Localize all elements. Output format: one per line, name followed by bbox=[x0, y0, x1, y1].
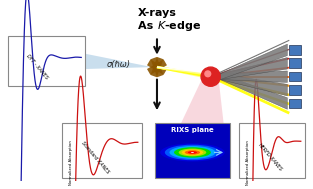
Polygon shape bbox=[220, 74, 287, 109]
Text: Standard XANES: Standard XANES bbox=[81, 140, 110, 174]
Ellipse shape bbox=[165, 145, 220, 160]
Bar bbox=[289, 45, 301, 55]
Polygon shape bbox=[220, 71, 287, 82]
Ellipse shape bbox=[188, 151, 197, 154]
Text: Normalized Absorption: Normalized Absorption bbox=[246, 141, 250, 185]
Bar bbox=[151, 57, 163, 77]
Bar bbox=[147, 59, 167, 75]
Ellipse shape bbox=[174, 147, 211, 158]
Text: $K$-edge: $K$-edge bbox=[157, 19, 201, 33]
Ellipse shape bbox=[160, 143, 225, 161]
Text: HERFD-XANES: HERFD-XANES bbox=[257, 142, 283, 172]
Bar bbox=[62, 123, 142, 178]
Text: σ(ℏω): σ(ℏω) bbox=[107, 60, 131, 69]
Polygon shape bbox=[85, 54, 152, 69]
Bar bbox=[289, 85, 301, 95]
Bar bbox=[289, 99, 301, 108]
Text: Normalized Absorption: Normalized Absorption bbox=[69, 141, 73, 185]
Text: X-rays: X-rays bbox=[137, 9, 177, 18]
Polygon shape bbox=[220, 44, 287, 80]
Polygon shape bbox=[220, 57, 287, 80]
Bar bbox=[147, 59, 167, 75]
Ellipse shape bbox=[169, 146, 215, 159]
Ellipse shape bbox=[182, 149, 203, 155]
Text: RIXS plane: RIXS plane bbox=[171, 127, 214, 133]
Bar bbox=[155, 123, 230, 178]
Ellipse shape bbox=[185, 150, 200, 155]
Bar bbox=[151, 57, 163, 77]
Circle shape bbox=[205, 71, 211, 77]
Bar bbox=[289, 58, 301, 68]
Polygon shape bbox=[220, 74, 287, 96]
Circle shape bbox=[201, 67, 220, 86]
Bar bbox=[239, 123, 305, 178]
Ellipse shape bbox=[191, 152, 194, 153]
Bar bbox=[289, 72, 301, 81]
Ellipse shape bbox=[179, 149, 206, 156]
Text: DFT - XANES: DFT - XANES bbox=[25, 54, 49, 81]
Text: As: As bbox=[138, 21, 157, 31]
Bar bbox=[8, 36, 85, 86]
Polygon shape bbox=[155, 77, 230, 178]
